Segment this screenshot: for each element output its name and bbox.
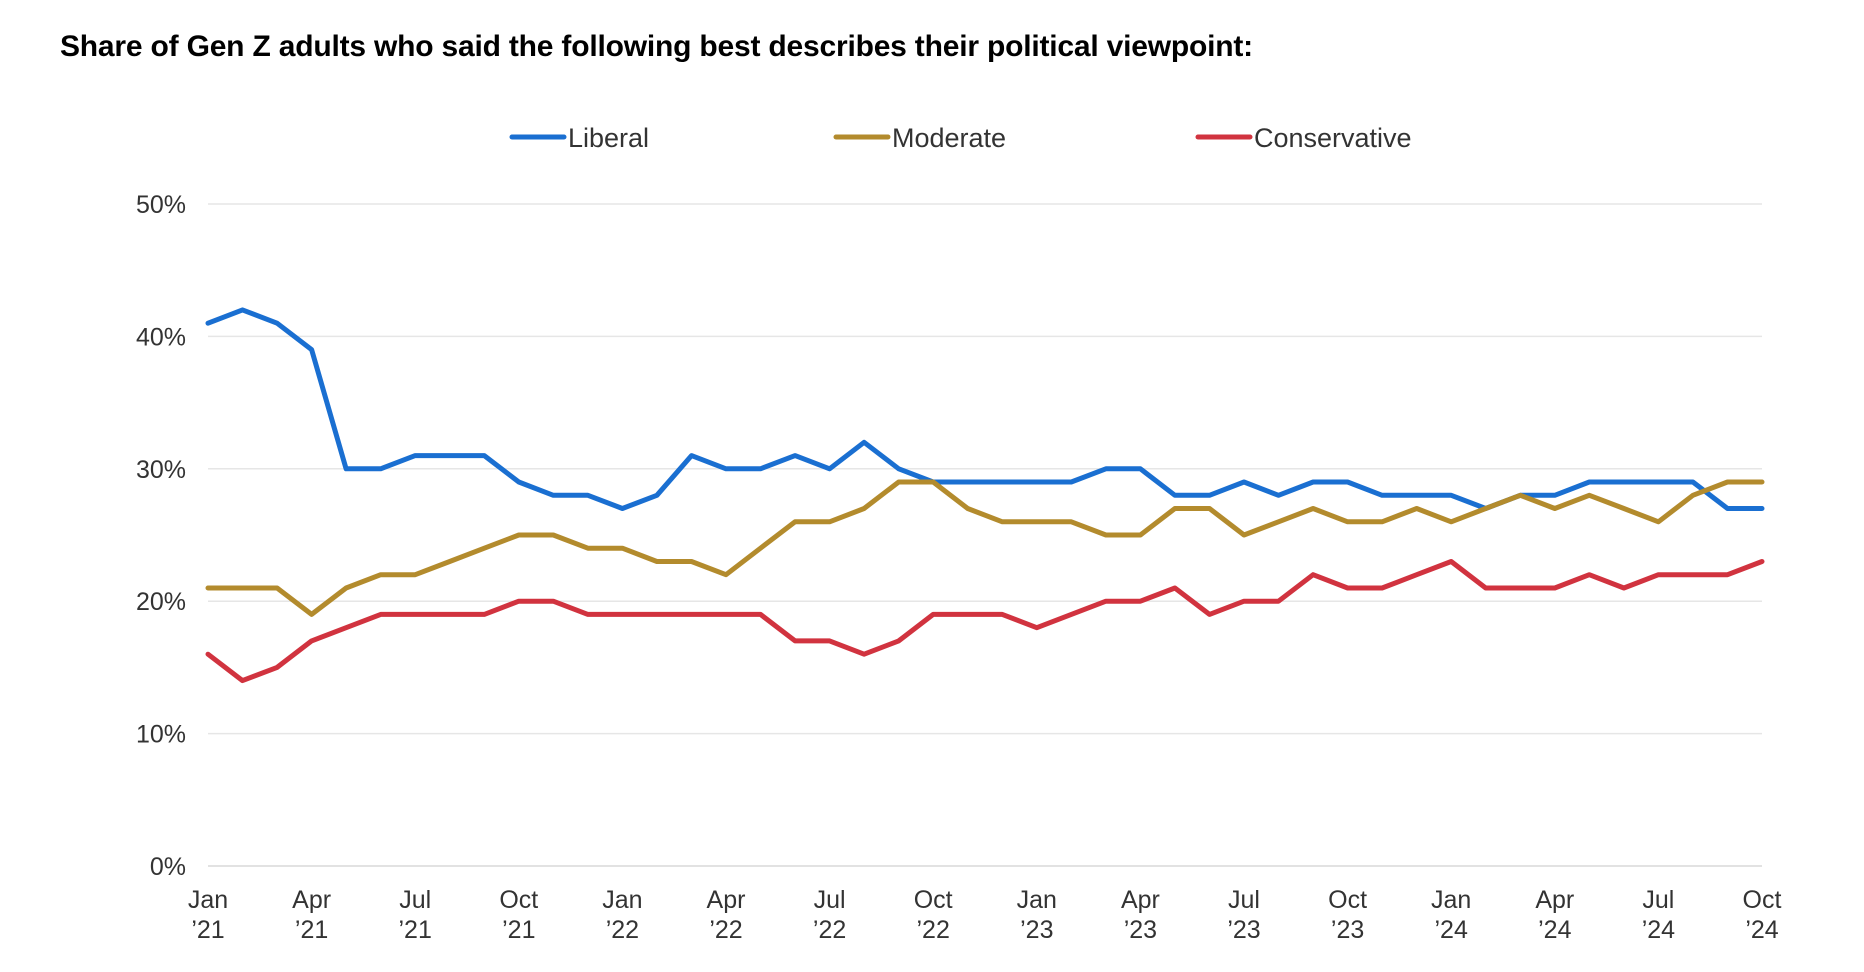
- y-tick-label: 40%: [136, 323, 186, 351]
- y-tick-label: 30%: [136, 456, 186, 484]
- series-line-conservative: [205, 559, 1765, 684]
- x-tick-label: Oct: [1328, 886, 1367, 914]
- x-tick-label: Jan: [1431, 886, 1471, 914]
- x-tick-label: Apr: [1121, 886, 1160, 914]
- x-tick-label-year: ’21: [502, 916, 535, 944]
- x-tick-label-year: ’23: [1331, 916, 1364, 944]
- x-tick-label-year: ’24: [1435, 916, 1468, 944]
- x-axis: Jan’21Apr’21Jul’21Oct’21Jan’22Apr’22Jul’…: [188, 886, 1782, 944]
- x-tick-label: Apr: [707, 886, 746, 914]
- legend: Liberal Moderate Conservative: [509, 123, 1412, 153]
- x-tick-label: Jul: [399, 886, 431, 914]
- x-tick-label: Jul: [1228, 886, 1260, 914]
- x-tick-label-year: ’24: [1538, 916, 1571, 944]
- x-tick-label: Jul: [1642, 886, 1674, 914]
- x-tick-label-year: ’24: [1642, 916, 1675, 944]
- legend-label-liberal: Liberal: [568, 123, 649, 153]
- x-tick-label-year: ’22: [709, 916, 742, 944]
- y-tick-label: 0%: [150, 853, 186, 881]
- x-tick-label: Jan: [1017, 886, 1057, 914]
- x-tick-label-year: ’22: [813, 916, 846, 944]
- x-tick-label: Oct: [499, 886, 538, 914]
- legend-label-conservative: Conservative: [1254, 123, 1412, 153]
- y-axis: 0% 10% 20% 30% 40% 50%: [136, 191, 186, 881]
- x-tick-label: Jan: [602, 886, 642, 914]
- series-lines: [205, 307, 1765, 684]
- series-line-liberal: [205, 307, 1765, 511]
- chart-title: Share of Gen Z adults who said the follo…: [60, 30, 1253, 63]
- x-tick-label: Oct: [914, 886, 953, 914]
- legend-label-moderate: Moderate: [892, 123, 1006, 153]
- x-tick-label-year: ’24: [1745, 916, 1778, 944]
- gridlines: [208, 203, 1762, 867]
- x-tick-label: Jul: [814, 886, 846, 914]
- x-tick-label: Oct: [1743, 886, 1782, 914]
- x-tick-label: Jan: [188, 886, 228, 914]
- x-tick-label: Apr: [1535, 886, 1574, 914]
- x-tick-label-year: ’22: [917, 916, 950, 944]
- x-tick-label: Apr: [292, 886, 331, 914]
- x-tick-label-year: ’21: [295, 916, 328, 944]
- x-tick-label-year: ’21: [191, 916, 224, 944]
- x-tick-label-year: ’21: [399, 916, 432, 944]
- x-tick-label-year: ’23: [1124, 916, 1157, 944]
- y-tick-label: 50%: [136, 191, 186, 219]
- x-tick-label-year: ’22: [606, 916, 639, 944]
- y-tick-label: 10%: [136, 721, 186, 749]
- x-tick-label-year: ’23: [1020, 916, 1053, 944]
- y-tick-label: 20%: [136, 588, 186, 616]
- x-tick-label-year: ’23: [1227, 916, 1260, 944]
- series-line-moderate: [205, 479, 1765, 617]
